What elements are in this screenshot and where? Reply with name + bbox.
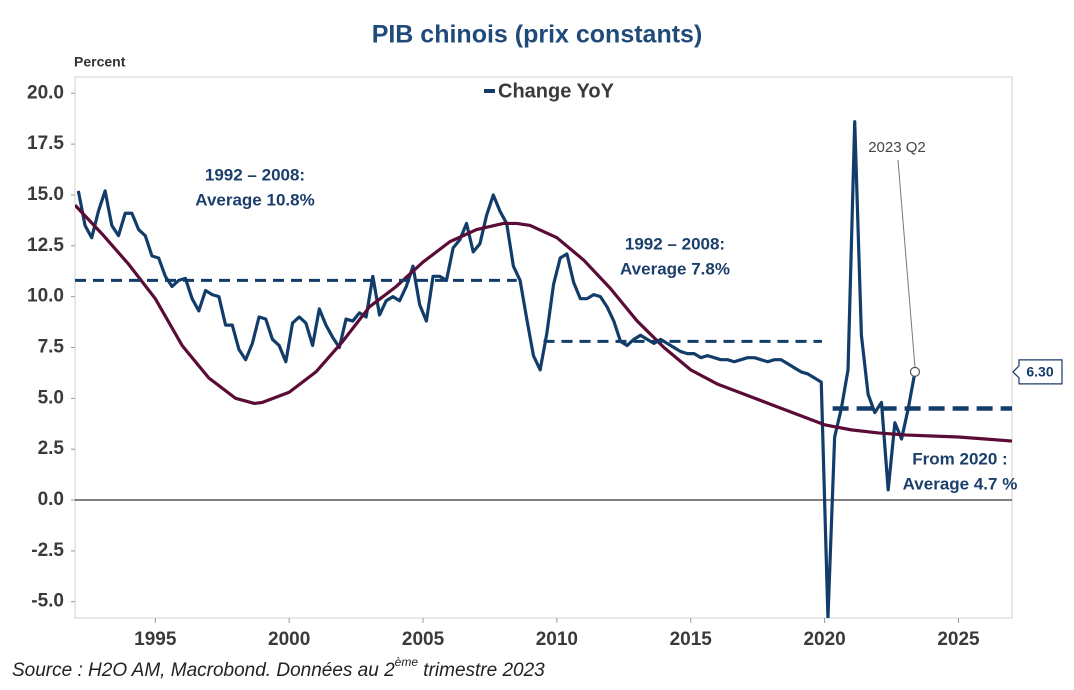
leader-line [897, 159, 916, 367]
y-tick-label: 20.0 [27, 82, 64, 103]
annotation: Average 10.8% [195, 190, 314, 209]
chart-title: PIB chinois (prix constants) [372, 21, 703, 49]
y-tick-label: 15.0 [27, 184, 64, 205]
annotation: Average 4.7 % [903, 474, 1018, 493]
source: Source : H2O AM, Macrobond. Données au 2… [12, 655, 545, 681]
y-tick-label: -2.5 [31, 540, 64, 561]
x-tick-label: 2010 [536, 629, 578, 650]
plot [75, 120, 1012, 618]
y-tick-label: 0.0 [38, 489, 64, 510]
y-tick-label: 17.5 [27, 133, 64, 154]
x-tick-label: 2000 [268, 629, 310, 650]
annotation: From 2020 : [912, 449, 1007, 468]
annotation: 1992 – 2008: [625, 234, 725, 253]
series-line [76, 120, 917, 618]
y-tick-label: 12.5 [27, 235, 64, 256]
y-tick-label: 2.5 [38, 438, 65, 459]
last-point [909, 366, 921, 378]
y-unit: Percent [74, 54, 126, 70]
x-tick-label: 1995 [134, 629, 177, 650]
x-tick-label: 2015 [670, 629, 713, 650]
y-tick-label: 5.0 [38, 387, 64, 408]
annotation: Average 7.8% [620, 259, 730, 278]
x-tick-label: 2005 [402, 629, 445, 650]
y-tick-label: 7.5 [38, 337, 65, 358]
x-tick-label: 2020 [803, 629, 845, 650]
source-sup: ème [395, 655, 419, 669]
point-label: 2023 Q2 [868, 139, 926, 156]
callout-box [1012, 359, 1063, 385]
annotation: 1992 – 2008: [205, 165, 305, 184]
legend-label: Change YoY [498, 80, 615, 102]
callout-label: 6.30 [1026, 364, 1053, 380]
x-tick-label: 2025 [937, 629, 980, 650]
source-text: trimestre 2023 [418, 660, 545, 681]
y-tick-label: -5.0 [31, 591, 64, 612]
source-text: Source : H2O AM, Macrobond. Données au 2 [12, 660, 395, 681]
series-line [75, 204, 1012, 443]
y-tick-label: 10.0 [27, 286, 64, 307]
